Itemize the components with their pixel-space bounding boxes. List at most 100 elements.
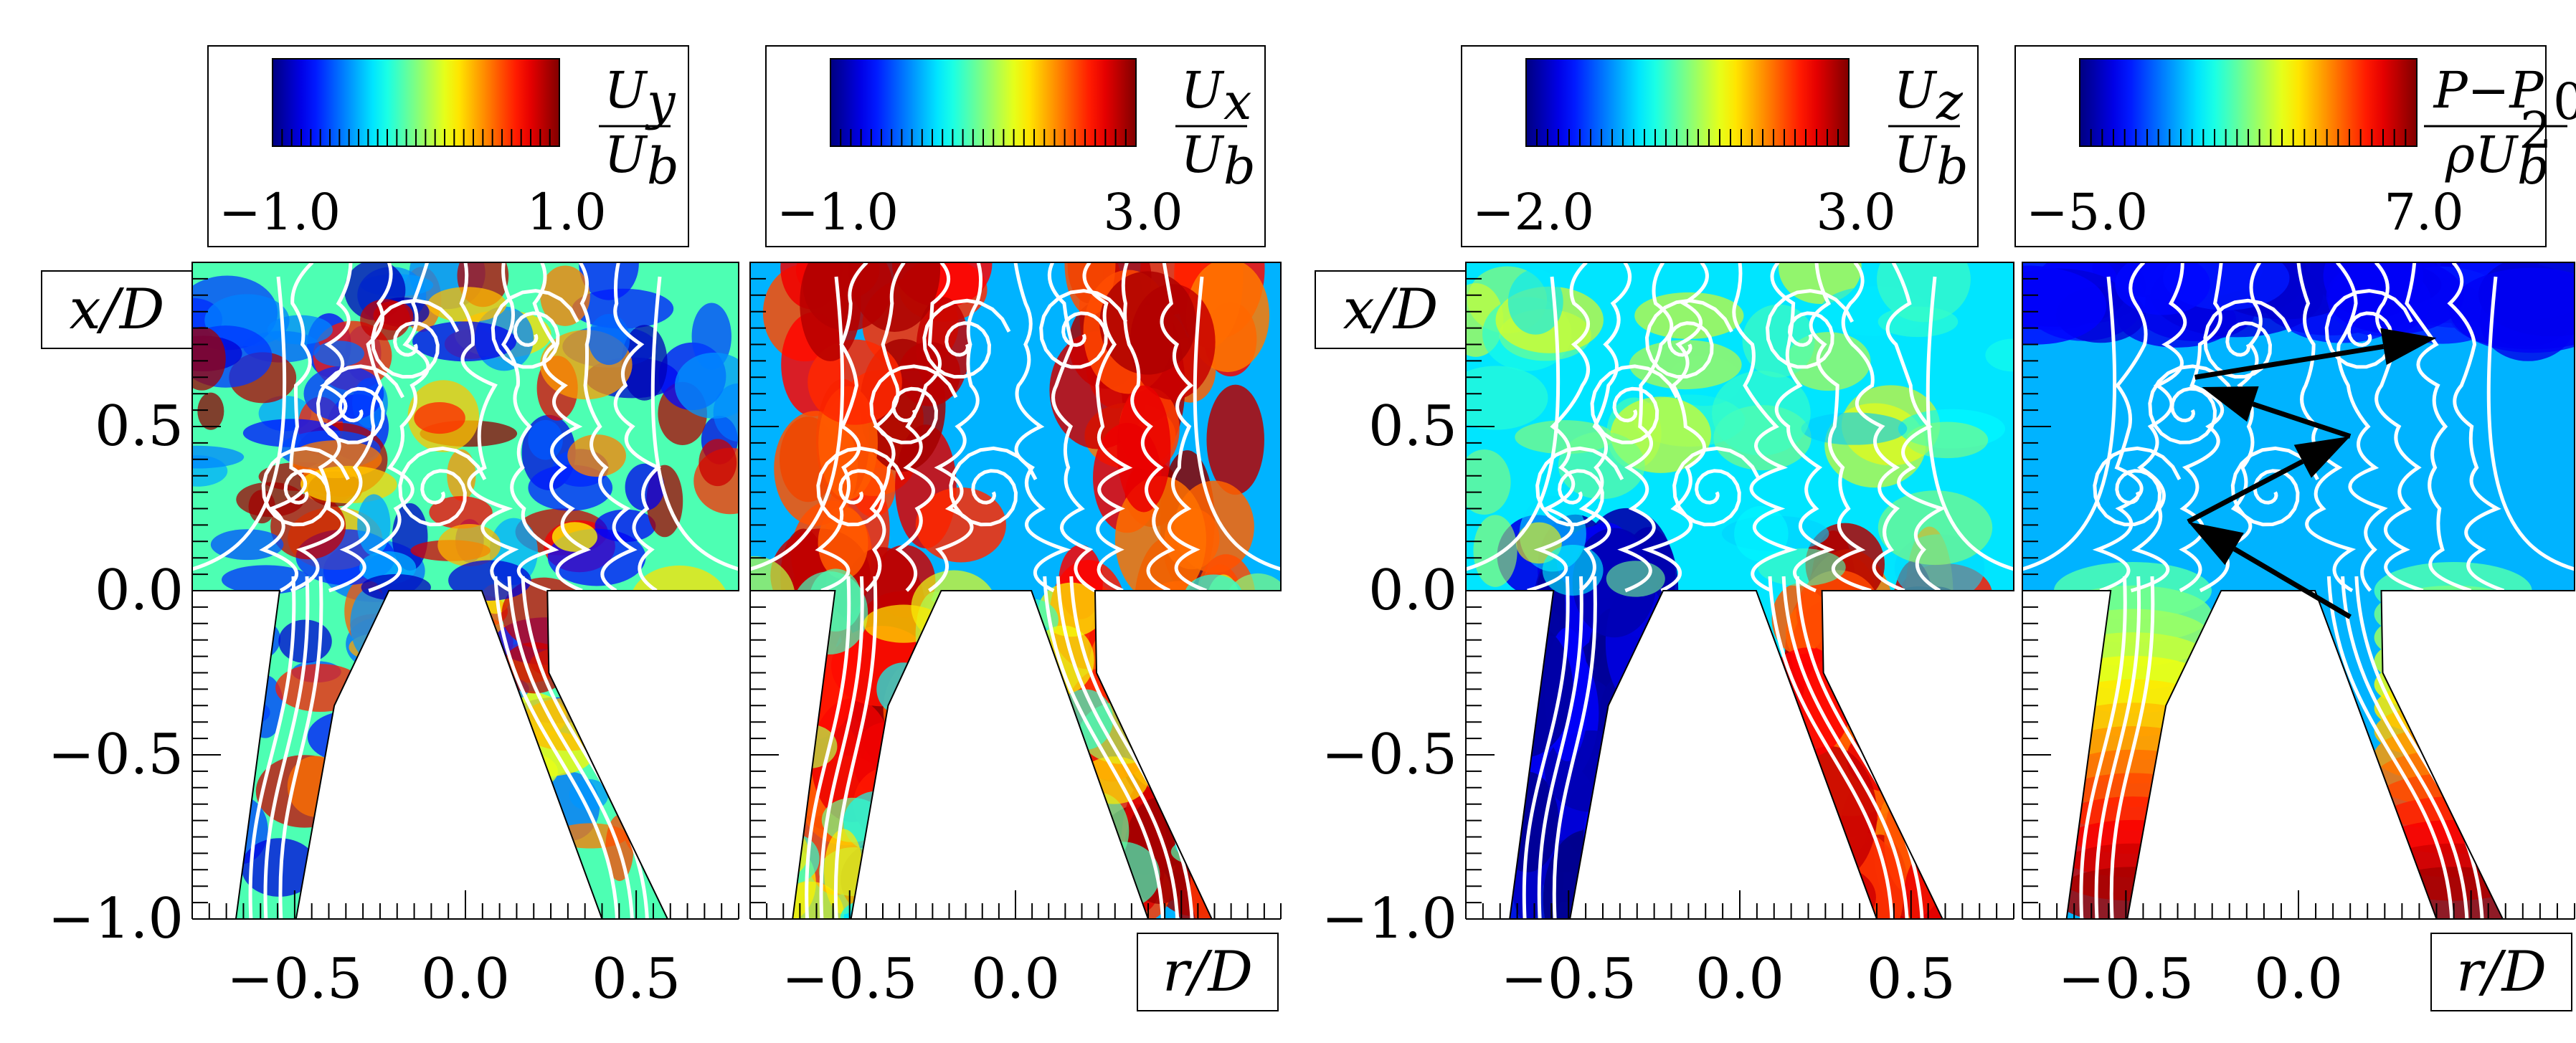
colorbar-label-num-sub: x xyxy=(1223,72,1251,131)
colorbar-min: −2.0 xyxy=(1472,183,1594,242)
x-tick-label: 0.5 xyxy=(592,947,681,1011)
y-axis-label-box xyxy=(41,270,193,349)
colorbar-3: −2.0 3.0U zU b xyxy=(1461,45,1979,247)
streamline xyxy=(2486,276,2575,571)
streamline xyxy=(1082,262,1133,593)
domain-outline xyxy=(749,262,1282,920)
x-tick-label: 0.0 xyxy=(971,947,1060,1011)
x-tick-label: −0.5 xyxy=(1501,947,1637,1011)
colorbar-min: −1.0 xyxy=(777,183,899,242)
streamline xyxy=(501,262,559,593)
streamline xyxy=(192,276,287,571)
x-axis-label: r/D xyxy=(2456,940,2547,1004)
streamline xyxy=(1527,262,1591,593)
colorbar-label-den-sub: b xyxy=(647,137,679,196)
streamline xyxy=(2296,262,2357,593)
contour-field xyxy=(2022,262,2575,919)
colorbar-label-num: P−P xyxy=(2433,61,2545,120)
colorbar-max: 3.0 xyxy=(1103,183,1183,242)
colorbar-2: −1.0 3.0U xU b xyxy=(765,45,1266,247)
domain-outline xyxy=(2022,262,2575,920)
streamline xyxy=(578,262,638,593)
vortex-spiral xyxy=(2093,446,2182,527)
streamline xyxy=(1809,262,1872,593)
y-axis-label: x/D xyxy=(1343,277,1439,342)
arrow-shaft xyxy=(2232,546,2352,619)
axes: −0.5 0.0 r/D xyxy=(749,262,1282,1011)
colorbar-label-den: U xyxy=(1894,125,1938,184)
vortex-spiral xyxy=(2203,298,2292,379)
x-tick-label: 0.0 xyxy=(2254,947,2343,1011)
contour-field xyxy=(750,262,1281,919)
vortex-spiral xyxy=(1535,446,1624,527)
streamline xyxy=(819,576,864,919)
colorbar-label-den-sup: 2 xyxy=(2520,101,2552,160)
streamlines xyxy=(192,262,739,919)
streamline xyxy=(493,576,619,919)
streamline xyxy=(2374,262,2424,593)
vortex-spiral xyxy=(1672,446,1761,527)
streamline xyxy=(2079,576,2127,919)
colorbar-label-num-sub: z xyxy=(1936,72,1964,131)
streamline xyxy=(2109,576,2155,919)
streamline xyxy=(613,262,662,593)
colorbar-label-den-sub: b xyxy=(2517,137,2549,196)
streamline xyxy=(1043,576,1165,919)
colorbar-label-num: U xyxy=(1894,61,1938,120)
streamline xyxy=(833,576,878,919)
streamline xyxy=(248,576,296,919)
streamline xyxy=(532,262,592,593)
streamline xyxy=(1193,276,1281,571)
streamline xyxy=(1770,262,1835,593)
y-tick-label: 0.5 xyxy=(95,394,184,459)
x-tick-label: −0.5 xyxy=(782,947,917,1011)
vortex-spiral xyxy=(869,364,958,444)
panel-2: −0.5 0.0 r/D xyxy=(749,262,1282,1011)
y-tick-label: −1.0 xyxy=(48,887,184,951)
colorbar-max: 7.0 xyxy=(2384,183,2463,242)
streamline xyxy=(263,576,310,919)
y-axis-label-box xyxy=(1315,270,1467,349)
streamline xyxy=(1781,576,1909,919)
arrow-shaft xyxy=(2194,343,2385,380)
vortex-spiral xyxy=(371,298,460,379)
x-tick-label: 0.0 xyxy=(421,947,510,1011)
vortex-spiral xyxy=(922,298,1011,379)
colorbar-label-den-sub: b xyxy=(1223,137,1256,196)
x-tick-label: 0.5 xyxy=(1867,947,1956,1011)
streamline xyxy=(815,262,868,593)
streamline xyxy=(2447,262,2505,593)
streamline xyxy=(1885,262,1946,593)
streamline xyxy=(1160,262,1207,593)
streamline xyxy=(1578,262,1632,592)
streamline xyxy=(1841,262,1905,593)
colorbar-label-den: ρU xyxy=(2445,125,2519,184)
streamline xyxy=(1047,262,1096,593)
colorbar-4: −5.0 7.0 P−P 0 ρU b2 xyxy=(2014,45,2576,247)
streamline xyxy=(507,576,634,919)
vortex-spiral xyxy=(2230,446,2319,527)
axes: −0.5 0.0 0.5 −1.0 −0.5 0.0 0.5 x/D xyxy=(41,262,739,1011)
panel-4: −0.5 0.0 r/D xyxy=(2022,262,2575,1011)
streamline xyxy=(1926,276,2014,571)
streamline xyxy=(2341,576,2469,919)
arrow-head xyxy=(2188,521,2244,566)
streamlines xyxy=(2022,262,2575,919)
arrow-head xyxy=(2380,328,2437,366)
x-tick-label: 0.0 xyxy=(1695,947,1784,1011)
streamline xyxy=(1537,576,1583,919)
arrow-head xyxy=(2293,436,2351,478)
streamline xyxy=(1795,576,1924,919)
colorbar-label-num-sub: 0 xyxy=(2553,72,2576,131)
colorbar-label-num-sub: y xyxy=(645,72,676,131)
contour-field xyxy=(192,262,739,919)
streamline xyxy=(1732,262,1798,593)
x-tick-label: −0.5 xyxy=(227,947,362,1011)
vortex-spiral xyxy=(1765,289,1855,369)
colorbar-label-num: U xyxy=(1181,61,1225,120)
streamline xyxy=(1069,576,1194,919)
domain-outline xyxy=(1465,262,2014,920)
vortex-spiral xyxy=(1039,289,1128,369)
vortex-spiral xyxy=(1590,364,1679,444)
vortex-spiral xyxy=(398,446,487,527)
